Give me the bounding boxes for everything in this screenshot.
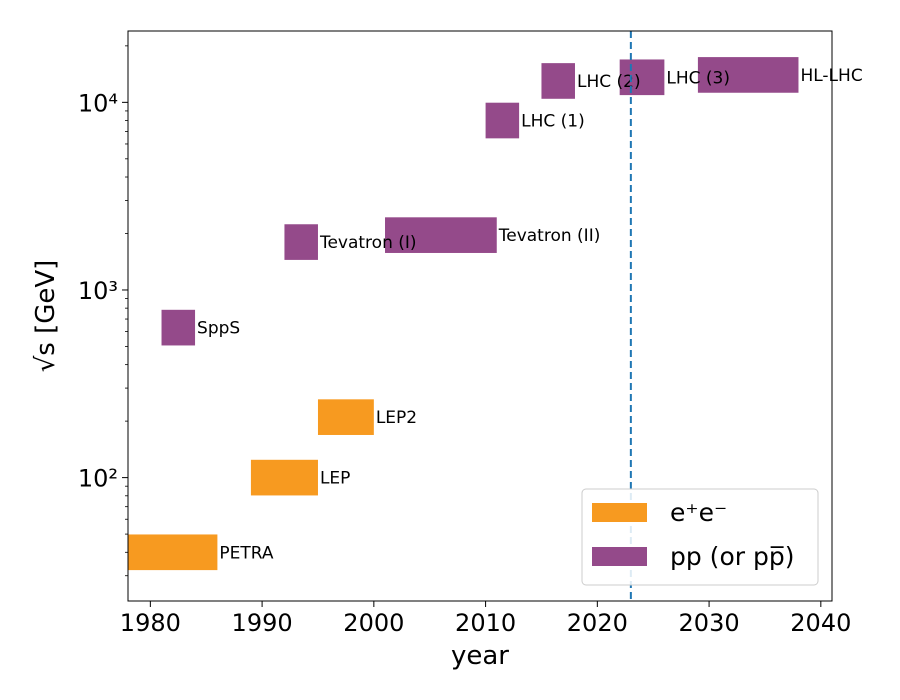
bar-lep2 (317, 399, 374, 435)
legend-swatch-pp (592, 547, 647, 566)
x-tick-label: 1980 (120, 609, 181, 637)
bar-label: LHC (1) (521, 112, 585, 132)
legend-label-pp: pp (or pp̅) (670, 542, 794, 571)
bar-label: LHC (3) (666, 68, 730, 88)
bar-hl-lhc (697, 57, 799, 93)
bar-label: LEP (320, 469, 350, 489)
y-axis-title: √s [GeV] (31, 260, 61, 373)
x-axis-title: year (451, 641, 509, 671)
y-tick-label: 10⁴ (78, 89, 118, 117)
legend-label-ee: e⁺e⁻ (670, 498, 727, 527)
bar-tevatron-i (284, 224, 318, 260)
bar-label: PETRA (219, 543, 274, 563)
bar-lhc-2 (541, 63, 575, 99)
bar-tevatron-ii (385, 217, 497, 253)
bar-label: LHC (2) (577, 72, 641, 92)
x-tick-label: 1990 (232, 609, 293, 637)
x-axis: 1980 1990 2000 2010 2020 2030 2040 (120, 601, 851, 637)
bar-lhc-1 (485, 102, 520, 139)
bar-lhc-3 (619, 59, 665, 96)
bar-label: SppS (197, 319, 240, 339)
bar-spps (161, 309, 196, 346)
x-tick-label: 2020 (567, 609, 628, 637)
y-axis: 10² 10³ 10⁴ (78, 45, 128, 577)
y-tick-label: 10² (78, 465, 118, 493)
x-tick-label: 2040 (790, 609, 851, 637)
x-tick-label: 2000 (343, 609, 404, 637)
bar-lep (250, 459, 318, 496)
x-tick-label: 2010 (455, 609, 516, 637)
legend: e⁺e⁻ pp (or pp̅) (581, 488, 819, 586)
bars-layer (128, 57, 799, 571)
y-tick-label: 10³ (78, 277, 118, 305)
plot-frame (127, 30, 833, 602)
bar-label: Tevatron (I) (319, 233, 417, 253)
legend-swatch-ee (592, 503, 647, 522)
bar-labels-layer: PETRA LEP LEP2 SppS Tevatron (I) Tevatron (II… (197, 66, 863, 563)
bar-label: Tevatron (II) (498, 226, 601, 246)
bar-label: LEP2 (376, 408, 417, 428)
x-tick-label: 2030 (679, 609, 740, 637)
bar-petra (128, 534, 218, 571)
